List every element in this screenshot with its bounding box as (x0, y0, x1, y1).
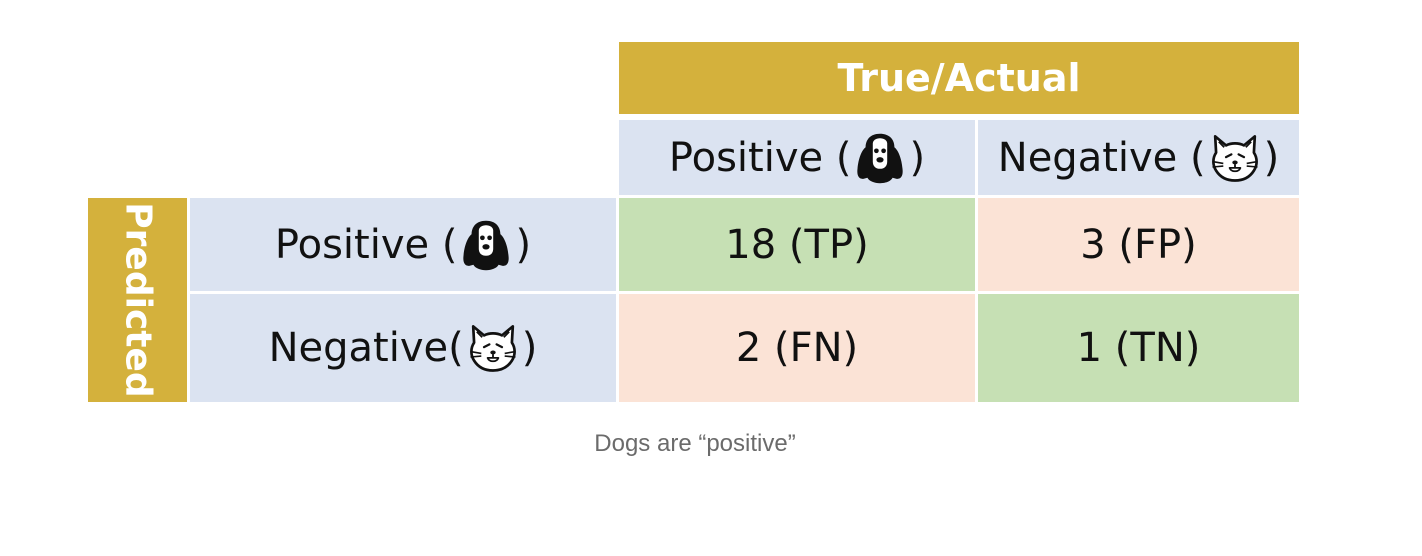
cell-false-negative: 2 (FN) (619, 294, 975, 402)
row-label-negative-text: Negative( (268, 325, 464, 371)
dog-icon (853, 131, 907, 185)
close-paren: ) (515, 221, 532, 268)
col-label-negative-text: Negative ( (997, 134, 1206, 181)
col-label-positive-text: Positive ( (668, 134, 852, 181)
row-label-positive: Positive ( ) (190, 198, 616, 291)
predicted-header: Predicted (88, 198, 187, 402)
actual-header-label: True/Actual (837, 56, 1081, 100)
cell-false-negative-value: 2 (FN) (735, 325, 859, 371)
cat-icon (1208, 131, 1262, 185)
col-label-negative: Negative ( ) (978, 120, 1299, 195)
row-label-positive-text: Positive ( (274, 221, 458, 268)
close-paren: ) (909, 134, 926, 181)
actual-header: True/Actual (619, 42, 1299, 114)
cat-icon (466, 321, 520, 375)
close-paren: ) (521, 325, 538, 371)
cell-false-positive: 3 (FP) (978, 198, 1299, 291)
cell-true-positive: 18 (TP) (619, 198, 975, 291)
col-label-positive: Positive ( ) (619, 120, 975, 195)
cell-true-negative: 1 (TN) (978, 294, 1299, 402)
cell-false-positive-value: 3 (FP) (1080, 221, 1197, 268)
caption: Dogs are “positive” (594, 430, 796, 457)
dog-icon (459, 218, 513, 272)
row-label-negative: Negative( ) (190, 294, 616, 402)
close-paren: ) (1263, 134, 1280, 181)
cell-true-negative-value: 1 (TN) (1076, 325, 1201, 371)
cell-true-positive-value: 18 (TP) (725, 221, 869, 268)
predicted-header-label: Predicted (117, 202, 158, 398)
